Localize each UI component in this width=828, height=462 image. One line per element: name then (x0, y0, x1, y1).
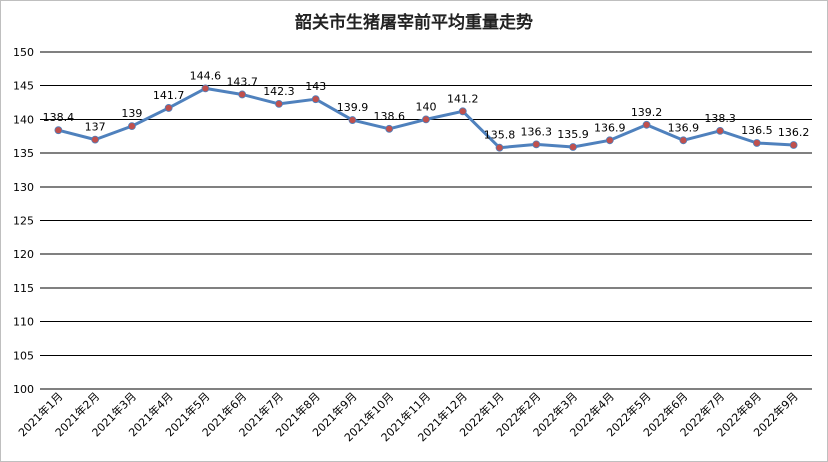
data-label: 136.9 (594, 121, 626, 134)
data-point (385, 124, 394, 133)
series-markers (54, 84, 798, 152)
data-label: 141.2 (447, 92, 479, 105)
data-label: 135.9 (557, 128, 589, 141)
data-point (605, 136, 614, 145)
data-point (569, 143, 577, 151)
data-label: 141.7 (153, 89, 185, 102)
data-point (532, 140, 541, 149)
y-tick-label: 105 (13, 349, 34, 362)
y-tick-label: 115 (13, 282, 34, 295)
data-point (458, 107, 467, 116)
data-point (495, 143, 504, 152)
y-tick-label: 135 (13, 147, 34, 160)
data-label: 138.3 (704, 112, 736, 125)
data-label: 136.9 (668, 121, 700, 134)
data-label: 143.7 (226, 75, 258, 88)
data-label: 138.4 (43, 111, 75, 124)
data-label: 144.6 (190, 69, 222, 82)
y-tick-label: 110 (13, 316, 34, 329)
data-label: 143 (305, 80, 326, 93)
data-point (128, 122, 136, 131)
data-point (164, 104, 173, 112)
chart-title: 韶关市生猪屠宰前平均重量走势 (295, 13, 533, 33)
y-tick-label: 125 (13, 215, 34, 228)
data-label: 136.2 (778, 126, 810, 139)
data-point (311, 95, 320, 104)
data-point (642, 120, 651, 129)
gridlines (40, 51, 812, 390)
x-axis-tick-labels: 2021年1月2021年2月2021年3月2021年4月2021年5月2021年… (15, 389, 800, 444)
y-tick-label: 140 (13, 113, 34, 126)
y-tick-label: 120 (13, 248, 34, 261)
y-tick-label: 145 (13, 80, 34, 93)
data-point (752, 139, 761, 147)
data-label: 138.6 (373, 110, 405, 123)
data-label: 137 (85, 121, 106, 134)
data-label: 135.8 (484, 129, 516, 142)
data-point (348, 116, 357, 124)
data-point (679, 136, 688, 145)
data-label: 136.3 (521, 125, 553, 138)
data-label: 136.5 (741, 124, 773, 137)
data-labels: 138.4 137 139 141.7 144.6 143.7 142.3 143 139.9 1… (43, 69, 810, 141)
data-label: 140 (416, 100, 437, 113)
data-point (238, 90, 247, 99)
data-point (201, 84, 210, 93)
data-point (789, 141, 798, 149)
data-label: 139.2 (631, 106, 663, 119)
data-label: 142.3 (263, 85, 295, 98)
y-tick-label: 150 (13, 46, 34, 59)
y-tick-label: 100 (13, 383, 34, 396)
data-point (54, 126, 63, 135)
data-point (422, 115, 430, 124)
y-tick-label: 130 (13, 181, 34, 194)
data-point (716, 126, 724, 135)
data-label: 139 (121, 107, 142, 120)
data-point (275, 99, 283, 108)
data-point (91, 135, 100, 144)
data-label: 139.9 (337, 101, 369, 114)
y-axis-tick-labels: 100 105 110 115 120 125 130 135 140 145 150 (13, 46, 34, 396)
